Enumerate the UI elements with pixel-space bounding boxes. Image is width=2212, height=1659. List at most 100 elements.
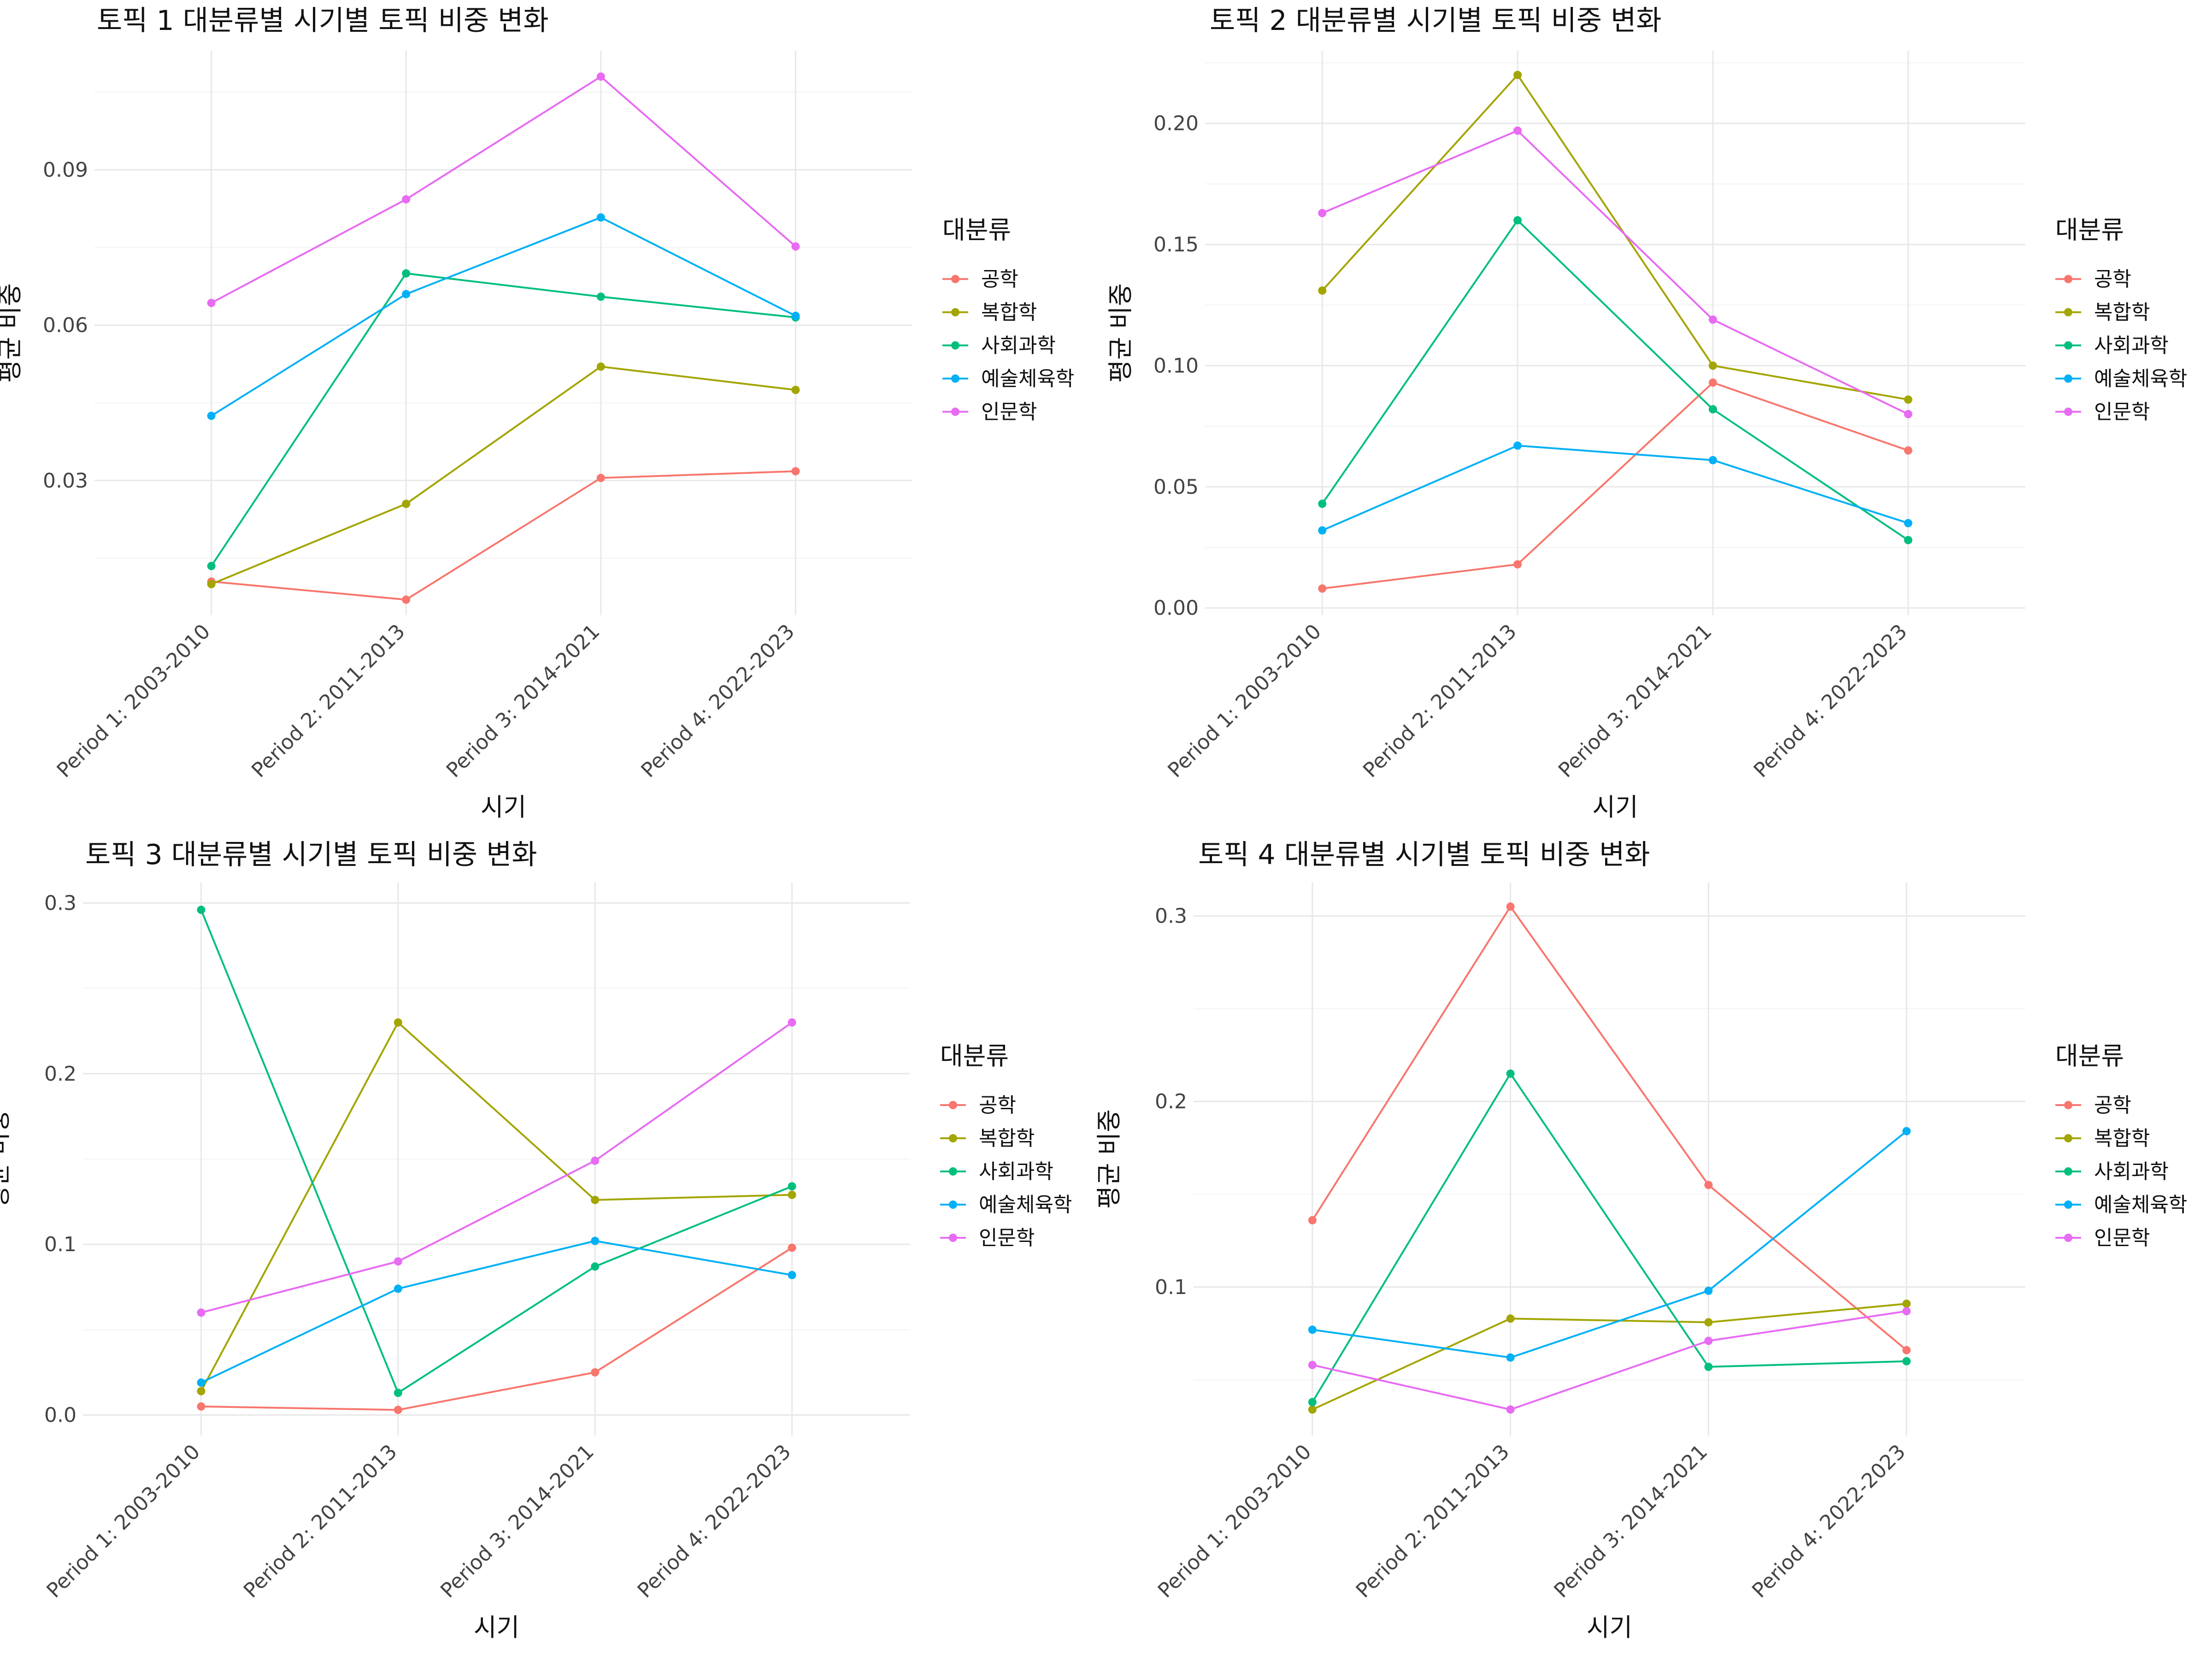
x-axis-title: 시기 (1587, 1613, 1632, 1642)
data-point-복합학 (1506, 1314, 1515, 1323)
y-axis-title: 평균 비중 (0, 1109, 13, 1209)
series-line-복합학 (1321, 73, 1909, 401)
data-point-복합학 (791, 386, 800, 394)
series-line-공학 (201, 1247, 793, 1411)
legend-key-point (951, 374, 959, 383)
data-point-예술체육학 (1902, 1127, 1911, 1135)
y-tick-label: 0.10 (1153, 354, 1199, 377)
data-point-공학 (1902, 1346, 1911, 1354)
series-line-복합학 (211, 365, 796, 585)
data-point-인문학 (788, 1018, 796, 1027)
legend-label: 예술체육학 (981, 367, 1074, 391)
data-point-사회과학 (1308, 1398, 1317, 1406)
data-point-복합학 (207, 580, 216, 588)
data-point-예술체육학 (788, 1271, 796, 1279)
data-point-인문학 (1513, 126, 1522, 135)
data-point-복합학 (1902, 1300, 1911, 1308)
data-point-공학 (1308, 1216, 1317, 1224)
data-point-사회과학 (1904, 536, 1912, 545)
legend-key-point (2064, 407, 2072, 416)
x-axis-title: 시기 (474, 1613, 519, 1642)
legend-title: 대분류 (2055, 1041, 2124, 1071)
data-point-예술체육학 (591, 1236, 600, 1245)
data-point-사회과학 (394, 1388, 402, 1397)
legend-key-point (2064, 341, 2072, 350)
series-line-복합학 (1312, 1303, 1907, 1411)
legend-label: 인문학 (981, 400, 1037, 424)
series-line-인문학 (200, 1022, 793, 1314)
x-tick-label: Period 3: 2014-2021 (436, 1440, 599, 1603)
data-point-사회과학 (1902, 1357, 1911, 1365)
legend-label: 복합학 (2094, 1127, 2150, 1150)
x-tick-label: Period 4: 2022-2023 (1749, 620, 1912, 782)
x-tick-label: Period 4: 2022-2023 (1747, 1440, 1910, 1603)
data-point-사회과학 (1318, 500, 1327, 508)
x-tick-label: Period 4: 2022-2023 (636, 620, 799, 782)
legend-key-point (949, 1234, 957, 1242)
data-point-인문학 (591, 1156, 600, 1165)
legend-key-point (2064, 1134, 2072, 1142)
series-line-사회과학 (210, 272, 796, 567)
data-point-공학 (1904, 446, 1912, 455)
legend-label: 공학 (979, 1094, 1016, 1117)
series-line-공학 (211, 470, 796, 601)
y-tick-label: 0.3 (44, 891, 76, 915)
data-point-인문학 (1308, 1360, 1317, 1369)
data-point-사회과학 (207, 562, 216, 571)
data-point-인문학 (402, 195, 411, 204)
y-tick-label: 0.09 (43, 158, 88, 182)
series-line-사회과학 (1312, 1072, 1907, 1403)
data-point-인문학 (1904, 410, 1912, 418)
legend-label: 인문학 (2094, 1226, 2150, 1250)
x-axis-title: 시기 (481, 793, 526, 822)
data-point-예술체육학 (197, 1378, 206, 1387)
legend-key-point (2064, 1101, 2072, 1109)
data-point-인문학 (394, 1257, 402, 1266)
data-point-예술체육학 (207, 412, 216, 420)
chart-title: 토픽 4 대분류별 시기별 토픽 비중 변화 (1198, 839, 1650, 871)
data-point-공학 (788, 1243, 796, 1252)
data-point-예술체육학 (1704, 1286, 1713, 1295)
data-point-공학 (402, 595, 411, 604)
series-line-예술체육학 (200, 1240, 792, 1383)
legend-label: 사회과학 (2094, 1160, 2169, 1183)
data-point-복합학 (1704, 1318, 1713, 1327)
legend-key-point (2064, 275, 2072, 283)
x-tick-label: Period 2: 2011-2013 (247, 620, 410, 782)
legend-label: 사회과학 (979, 1160, 1053, 1183)
data-point-인문학 (596, 72, 605, 81)
data-point-복합학 (591, 1195, 600, 1204)
data-point-사회과학 (788, 1182, 796, 1191)
series-line-인문학 (1322, 129, 1909, 415)
data-point-복합학 (1308, 1405, 1317, 1414)
legend-label: 복합학 (981, 301, 1037, 324)
x-tick-label: Period 1: 2003-2010 (1153, 1440, 1316, 1603)
legend-key-point (951, 308, 959, 317)
data-point-공학 (1704, 1181, 1713, 1189)
data-point-인문학 (1704, 1336, 1713, 1345)
y-axis-title: 평균 비중 (1106, 283, 1135, 383)
legend-key-point (2064, 1234, 2072, 1242)
legend-key-point (2064, 374, 2072, 383)
data-point-인문학 (1902, 1307, 1911, 1316)
legend-key-point (2064, 1200, 2072, 1209)
data-point-예술체육학 (1513, 441, 1522, 450)
series-line-인문학 (211, 75, 796, 304)
x-tick-label: Period 2: 2011-2013 (1352, 1440, 1514, 1603)
x-tick-label: Period 1: 2003-2010 (1163, 620, 1326, 782)
data-point-예술체육학 (1318, 526, 1327, 535)
x-tick-label: Period 1: 2003-2010 (53, 620, 215, 782)
y-tick-label: 0.1 (1155, 1276, 1187, 1299)
data-point-공학 (197, 1402, 206, 1411)
data-point-공학 (1513, 560, 1522, 569)
data-point-사회과학 (591, 1262, 600, 1271)
data-point-인문학 (1318, 209, 1327, 218)
data-point-사회과학 (1704, 1363, 1713, 1371)
chart-panel-1: 0.03 0.06 0.09 Period 1: 2003-2010 Period 2:… (0, 5, 1074, 822)
legend-key-point (949, 1200, 957, 1209)
data-point-공학 (791, 467, 800, 476)
